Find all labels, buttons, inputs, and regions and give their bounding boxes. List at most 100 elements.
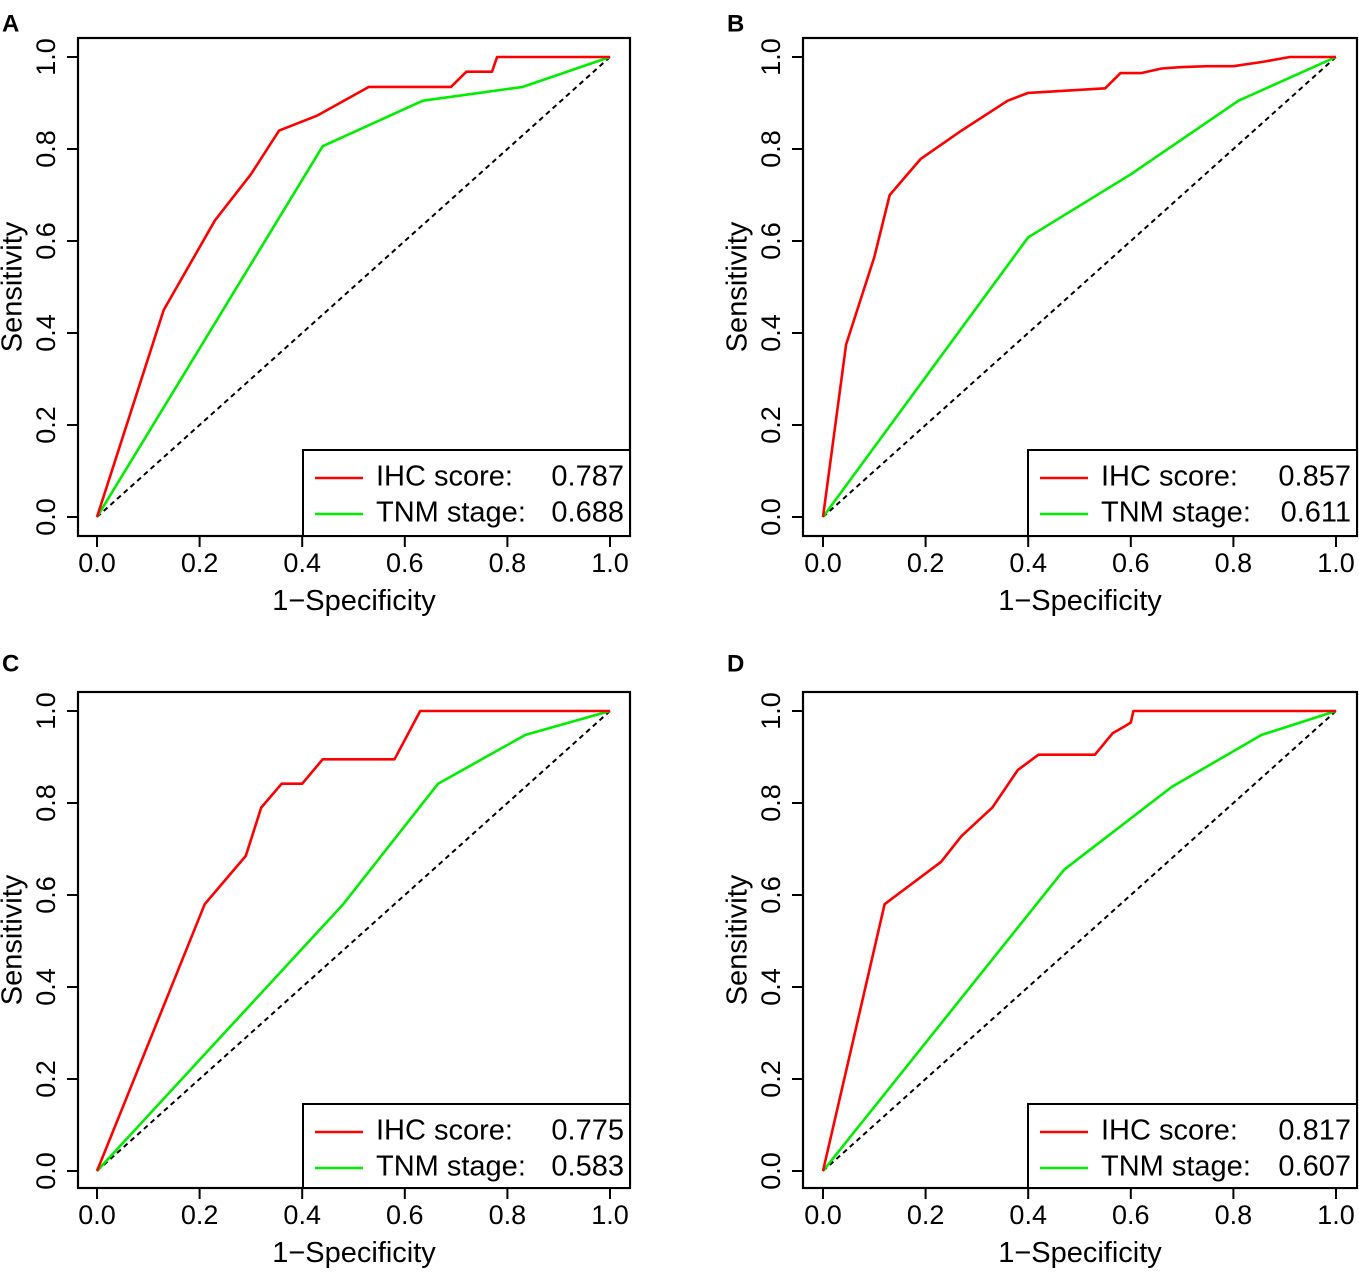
x-tick-label: 0.0	[804, 548, 842, 578]
x-tick-label: 0.4	[283, 548, 321, 578]
y-tick-label: 0.8	[756, 784, 786, 822]
tnm-stage-roc-line	[95, 55, 611, 518]
x-tick-label: 0.2	[181, 1200, 219, 1230]
x-tick-label: 0.8	[489, 548, 527, 578]
legend-auc-ihc: 0.817	[1278, 1115, 1351, 1147]
y-tick-label: 0.0	[31, 498, 61, 536]
legend-label-ihc: IHC score:	[1101, 1115, 1238, 1147]
x-axis-title: 1−Specificity	[998, 585, 1162, 617]
roc-panel-a: A 0.0 0.2 0.4 0.6 0.8 1.0 0.0 0.2 0.4 0.6 0.8 1.0 1−S…	[0, 10, 632, 617]
y-tick-label: 0.0	[756, 498, 786, 536]
x-axis-title: 1−Specificity	[272, 1237, 436, 1269]
legend-auc-tnm: 0.583	[551, 1151, 624, 1183]
x-tick-label: 0.2	[181, 548, 219, 578]
legend-auc-ihc: 0.787	[551, 461, 624, 493]
tnm-stage-roc-line	[821, 709, 1337, 1172]
legend-label-tnm: TNM stage:	[376, 497, 526, 529]
tnm-stage-roc-line	[96, 709, 611, 1172]
legend-auc-tnm: 0.688	[551, 497, 624, 529]
y-tick-label: 0.8	[31, 130, 61, 168]
y-tick-label: 1.0	[756, 38, 786, 76]
panel-label: B	[727, 10, 744, 37]
legend: IHC score: 0.857 TNM stage: 0.611	[1027, 449, 1358, 537]
y-tick-label: 0.8	[756, 130, 786, 168]
reference-diagonal-line	[96, 710, 611, 1172]
ihc-score-roc-line	[95, 55, 610, 518]
ihc-score-roc-line	[821, 709, 1336, 1172]
reference-diagonal-line	[96, 56, 611, 518]
ihc-score-roc-line	[95, 709, 610, 1172]
panel-label: A	[2, 10, 19, 37]
legend-label-ihc: IHC score:	[376, 1115, 513, 1147]
x-tick-label: 1.0	[1317, 548, 1355, 578]
y-tick-label: 1.0	[756, 692, 786, 730]
legend-box	[302, 1103, 631, 1189]
y-tick-label: 0.6	[756, 876, 786, 914]
x-tick-label: 0.6	[386, 548, 424, 578]
roc-panel-d: D 0.0 0.2 0.4 0.6 0.8 1.0 0.0 0.2 0.4 0.6 0.8 1.0 1−S…	[722, 650, 1359, 1269]
x-tick-label: 0.6	[1112, 1200, 1150, 1230]
tnm-stage-roc-line	[821, 55, 1337, 518]
legend-box	[1027, 1103, 1358, 1189]
y-tick-label: 0.2	[31, 406, 61, 444]
x-tick-label: 1.0	[1317, 1200, 1355, 1230]
x-tick-label: 0.0	[78, 548, 116, 578]
y-tick-label: 0.6	[31, 222, 61, 260]
y-tick-label: 0.6	[756, 222, 786, 260]
legend-auc-ihc: 0.857	[1278, 461, 1351, 493]
y-tick-label: 0.6	[31, 876, 61, 914]
panel-label: D	[727, 650, 744, 677]
y-tick-label: 0.4	[756, 314, 786, 352]
legend-box	[302, 449, 631, 537]
reference-diagonal-line	[822, 56, 1337, 518]
y-tick-label: 0.0	[756, 1152, 786, 1190]
legend-label-ihc: IHC score:	[376, 461, 513, 493]
legend-auc-tnm: 0.607	[1278, 1151, 1351, 1183]
x-tick-label: 0.4	[283, 1200, 321, 1230]
x-tick-label: 1.0	[591, 1200, 629, 1230]
legend: IHC score: 0.817 TNM stage: 0.607	[1027, 1103, 1358, 1189]
legend-auc-tnm: 0.611	[1281, 497, 1351, 529]
legend-label-ihc: IHC score:	[1101, 461, 1238, 493]
x-tick-label: 0.8	[489, 1200, 527, 1230]
x-tick-label: 0.4	[1009, 548, 1047, 578]
y-tick-label: 0.4	[31, 968, 61, 1006]
y-tick-label: 0.2	[31, 1060, 61, 1098]
x-axis-title: 1−Specificity	[998, 1237, 1162, 1269]
x-tick-label: 0.6	[386, 1200, 424, 1230]
y-tick-label: 0.2	[756, 1060, 786, 1098]
y-tick-label: 1.0	[31, 692, 61, 730]
x-axis-title: 1−Specificity	[272, 585, 436, 617]
panel-label: C	[2, 650, 19, 677]
x-tick-label: 0.2	[907, 1200, 945, 1230]
y-tick-label: 1.0	[31, 38, 61, 76]
x-tick-label: 1.0	[591, 548, 629, 578]
y-axis-title: Sensitivity	[0, 221, 29, 352]
y-tick-label: 0.8	[31, 784, 61, 822]
x-tick-label: 0.0	[78, 1200, 116, 1230]
y-tick-label: 0.4	[756, 968, 786, 1006]
y-tick-label: 0.2	[756, 406, 786, 444]
legend-label-tnm: TNM stage:	[376, 1151, 526, 1183]
x-tick-label: 0.4	[1009, 1200, 1047, 1230]
legend: IHC score: 0.787 TNM stage: 0.688	[302, 449, 631, 537]
y-axis-title: Sensitivity	[0, 874, 29, 1005]
x-tick-label: 0.6	[1112, 548, 1150, 578]
roc-panel-b: B 0.0 0.2 0.4 0.6 0.8 1.0 0.0 0.2 0.4 0.6 0.8 1.0 1−S…	[722, 10, 1359, 617]
x-tick-label: 0.0	[804, 1200, 842, 1230]
y-tick-label: 0.4	[31, 314, 61, 352]
x-tick-label: 0.2	[907, 548, 945, 578]
roc-panel-c: C 0.0 0.2 0.4 0.6 0.8 1.0 0.0 0.2 0.4 0.6 0.8 1.0 1−S…	[0, 650, 632, 1269]
x-tick-label: 0.8	[1215, 1200, 1253, 1230]
legend-auc-ihc: 0.775	[551, 1115, 624, 1147]
legend-label-tnm: TNM stage:	[1101, 1151, 1251, 1183]
ihc-score-roc-line	[821, 55, 1336, 518]
y-tick-label: 0.0	[31, 1152, 61, 1190]
legend: IHC score: 0.775 TNM stage: 0.583	[302, 1103, 631, 1189]
reference-diagonal-line	[822, 710, 1337, 1172]
y-axis-title: Sensitivity	[722, 874, 754, 1005]
legend-box	[1027, 449, 1358, 537]
x-tick-label: 0.8	[1215, 548, 1253, 578]
y-axis-title: Sensitivity	[722, 221, 754, 352]
